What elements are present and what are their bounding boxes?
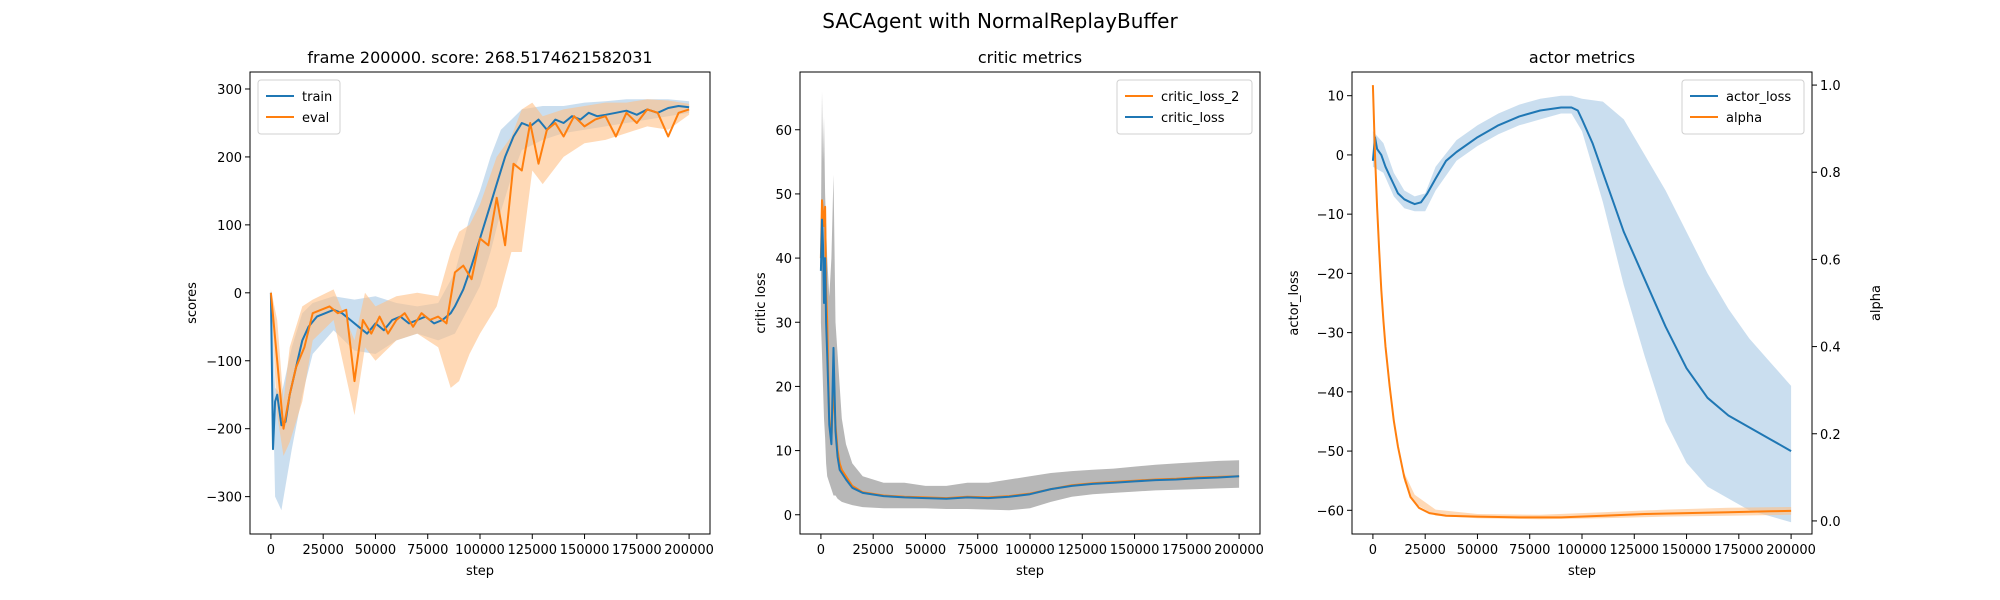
x-axis-label: step: [466, 564, 494, 579]
legend-label-actor-loss: actor_loss: [1726, 90, 1791, 105]
series-line-critic-loss-2: [819, 199, 1240, 500]
x-tick-label: 150000: [560, 543, 610, 558]
legend-label-critic-loss: critic_loss: [1161, 111, 1225, 126]
y-right-axis-label: alpha: [1869, 285, 1884, 321]
x-tick-label: 150000: [1110, 543, 1160, 558]
x-tick-label: 125000: [507, 543, 557, 558]
x-tick-label: 100000: [1557, 543, 1607, 558]
x-tick-label: 25000: [1405, 543, 1446, 558]
y-right-tick-label: 1.0: [1820, 79, 1841, 94]
chart-title: frame 200000. score: 268.5174621582031: [307, 48, 652, 67]
legend: critic_loss_2 critic_loss: [1116, 79, 1253, 135]
x-tick-label: 50000: [905, 543, 946, 558]
x-tick-label: 175000: [1162, 543, 1212, 558]
legend-label-train: train: [302, 90, 332, 105]
y-tick-label: −300: [206, 491, 242, 506]
y-tick-label: 10: [1327, 90, 1344, 105]
y-axis-label: actor_loss: [1287, 270, 1302, 335]
chart-title: actor metrics: [1529, 48, 1635, 67]
y-tick-label: 0: [234, 287, 242, 302]
legend-label-eval: eval: [302, 111, 329, 126]
x-tick-label: 75000: [957, 543, 998, 558]
y-tick-label: −200: [206, 423, 242, 438]
subplot-scores: 0 25000 50000 75000 100000 125000 150000 175000…: [185, 48, 714, 579]
x-tick-label: 150000: [1662, 543, 1712, 558]
y-tick-label: −50: [1317, 445, 1344, 460]
plot-area: [269, 99, 690, 511]
x-tick-label: 125000: [1057, 543, 1107, 558]
x-tick-label: 0: [817, 543, 825, 558]
band-train: [270, 99, 690, 511]
legend-box: [1116, 79, 1253, 135]
x-tick-label: 200000: [664, 543, 714, 558]
y-tick-label: 0: [1336, 149, 1344, 164]
legend: train eval: [257, 79, 341, 135]
plot-area: [1371, 85, 1792, 523]
x-tick-label: 75000: [407, 543, 448, 558]
plot-area: [819, 91, 1240, 511]
x-tick-label: 25000: [303, 543, 344, 558]
y-tick-label: −20: [1317, 267, 1344, 282]
x-tick-label: 50000: [1457, 543, 1498, 558]
x-tick-label: 100000: [455, 543, 505, 558]
y-right-tick-label: 0.6: [1820, 253, 1841, 268]
y-tick-label: 60: [775, 124, 792, 139]
y-right-tick-label: 0.2: [1820, 428, 1841, 443]
series-line-eval: [269, 108, 690, 430]
y-tick-label: −100: [206, 355, 242, 370]
x-tick-label: 100000: [1005, 543, 1055, 558]
y-axis-label: scores: [185, 282, 200, 324]
x-tick-label: 75000: [1509, 543, 1550, 558]
x-axis-label: step: [1016, 564, 1044, 579]
band-actor-loss: [1372, 95, 1792, 523]
x-tick-label: 175000: [612, 543, 662, 558]
y-tick-label: 300: [217, 83, 242, 98]
y-right-tick-label: 0.4: [1820, 341, 1841, 356]
y-axis-label: critic loss: [754, 272, 769, 333]
y-tick-label: 10: [775, 445, 792, 460]
y-tick-label: 0: [784, 509, 792, 524]
y-right-tick-label: 0.0: [1820, 515, 1841, 530]
y-tick-label: −60: [1317, 504, 1344, 519]
x-tick-label: 200000: [1214, 543, 1264, 558]
series-line-critic-loss: [819, 218, 1240, 500]
x-tick-label: 25000: [853, 543, 894, 558]
x-tick-label: 0: [267, 543, 275, 558]
y-tick-label: 100: [217, 219, 242, 234]
figure-suptitle: SACAgent with NormalReplayBuffer: [822, 9, 1178, 33]
subplot-critic-metrics: 0 25000 50000 75000 100000 125000 150000 175000…: [754, 48, 1264, 579]
series-line-train: [269, 105, 690, 451]
series-line-alpha: [1371, 85, 1792, 519]
series-line-actor-loss: [1371, 106, 1792, 452]
band-critic-loss: [820, 91, 1240, 511]
band-eval: [270, 99, 690, 456]
x-tick-label: 0: [1369, 543, 1377, 558]
chart-title: critic metrics: [978, 48, 1082, 67]
legend-label-alpha: alpha: [1726, 111, 1762, 126]
x-tick-label: 200000: [1766, 543, 1816, 558]
y-tick-label: −40: [1317, 386, 1344, 401]
legend-label-critic-loss-2: critic_loss_2: [1161, 90, 1239, 105]
x-tick-label: 125000: [1609, 543, 1659, 558]
y-tick-label: −10: [1317, 208, 1344, 223]
x-axis-label: step: [1568, 564, 1596, 579]
subplot-actor-metrics: 0 25000 50000 75000 100000 125000 150000 175000…: [1287, 48, 1884, 579]
y-tick-label: 20: [775, 380, 792, 395]
x-tick-label: 50000: [355, 543, 396, 558]
y-tick-label: 200: [217, 151, 242, 166]
y-tick-label: 40: [775, 252, 792, 267]
y-tick-label: −30: [1317, 327, 1344, 342]
legend-box: [257, 79, 341, 135]
y-tick-label: 30: [775, 316, 792, 331]
x-tick-label: 175000: [1714, 543, 1764, 558]
y-right-tick-label: 0.8: [1820, 166, 1841, 181]
legend-box: [1681, 79, 1805, 135]
y-tick-label: 50: [775, 188, 792, 203]
